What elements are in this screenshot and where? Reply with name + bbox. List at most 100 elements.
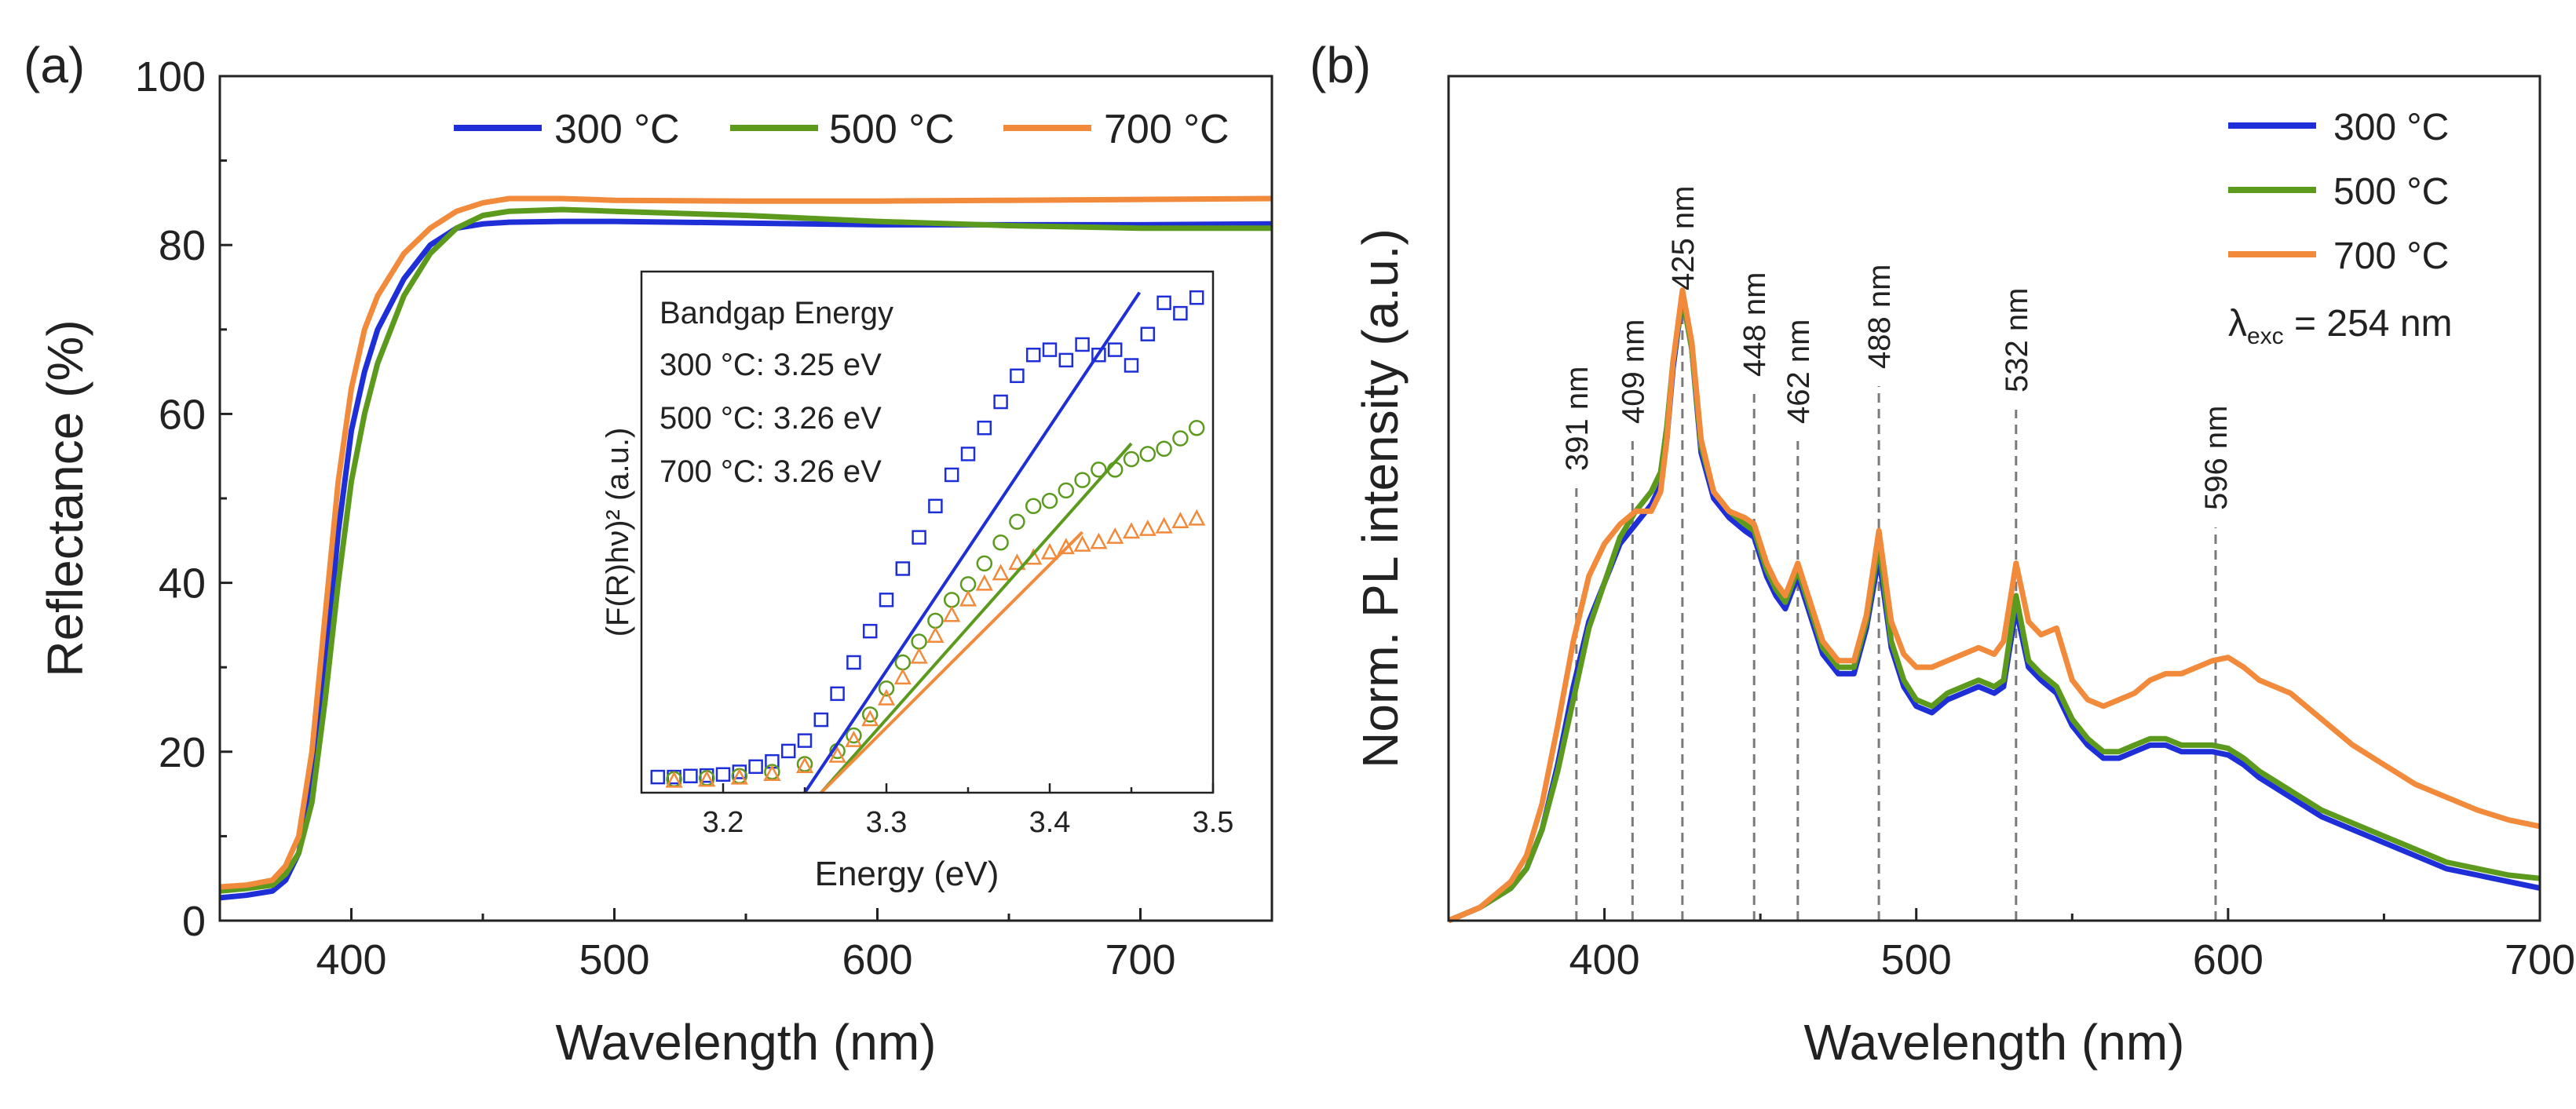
panel-a-xtick-label: 500 <box>579 936 649 983</box>
panel-b-line-500 <box>1447 294 2541 924</box>
panel-b-line-300 <box>1447 294 2541 924</box>
inset-point-300 <box>715 767 731 783</box>
panel-a-ytick-label: 80 <box>159 222 206 269</box>
panel-b-xtick-label: 400 <box>1569 936 1640 983</box>
inset-background <box>641 272 1213 793</box>
legend-b-label-300: 300 °C <box>2333 107 2449 148</box>
inset-point-500 <box>1091 461 1107 478</box>
inset-point-700 <box>1106 527 1124 544</box>
inset-point-300 <box>797 733 813 748</box>
inset-fit-700 <box>820 531 1084 794</box>
panel-b-line-700 <box>1447 287 2541 924</box>
inset-point-300 <box>1124 358 1139 373</box>
legend-a-label-500: 500 °C <box>829 107 955 152</box>
inset-point-700 <box>828 746 846 763</box>
panel-a-line-500 <box>219 206 1272 894</box>
panel-label-a: (a) <box>24 37 85 93</box>
panel-a-ytick-label: 20 <box>159 729 206 776</box>
inset-point-300 <box>1042 342 1058 357</box>
inset-point-700 <box>1073 534 1091 552</box>
inset-point-500 <box>1188 419 1205 436</box>
inset-point-700 <box>1155 516 1173 534</box>
inset-point-700 <box>1008 553 1026 571</box>
inset-point-500 <box>861 706 879 723</box>
panel-b-pl: 391 nm 409 nm 425 nm 448 nm 462 nm 488 nm 532 … <box>1352 75 2575 1071</box>
legend-a-label-700: 700 °C <box>1104 107 1230 152</box>
panel-b-xtick-label: 600 <box>2193 936 2264 983</box>
inset-xtick-label: 3.5 <box>1193 806 1234 839</box>
panel-a-xlabel: Wavelength (nm) <box>556 1014 937 1071</box>
inset-point-300 <box>1173 305 1188 321</box>
inset-point-300 <box>993 394 1008 410</box>
inset-point-500 <box>878 680 895 697</box>
panel-b-ylabel: Norm. PL intensity (a.u.) <box>1352 228 1409 768</box>
panel-a-xtick-label: 400 <box>316 936 386 983</box>
inset-xlabel: Energy (eV) <box>815 855 999 893</box>
inset-point-500 <box>1172 430 1189 447</box>
peak-label-391: 391 nm <box>1560 367 1595 471</box>
inset-point-500 <box>1041 492 1058 509</box>
inset-point-700 <box>992 564 1010 581</box>
legend-b-label-500: 500 °C <box>2333 171 2449 213</box>
inset-ticks: 3.2 3.3 3.4 3.5 <box>703 783 1234 839</box>
inset-ylabel: (F(R)hν)² (a.u.) <box>601 428 635 637</box>
inset-point-300 <box>944 467 959 483</box>
inset-point-700 <box>665 771 683 788</box>
inset-point-700 <box>893 668 912 685</box>
inset-point-700 <box>926 626 945 644</box>
panel-b-frame <box>1447 75 2541 922</box>
inset-point-300 <box>895 561 911 576</box>
inset-point-700 <box>845 730 863 747</box>
inset-point-700 <box>861 710 879 727</box>
inset-point-300 <box>1189 290 1204 305</box>
panel-b-xlabel: Wavelength (nm) <box>1804 1014 2185 1071</box>
inset-point-300 <box>928 498 943 514</box>
panel-a-ytick-label: 100 <box>135 53 206 100</box>
panel-a-reflectance: 400 500 600 700 0 20 40 60 80 100 Wavelength (nm)… <box>37 53 1273 1071</box>
inset-point-700 <box>1171 512 1189 528</box>
inset-point-700 <box>877 688 896 706</box>
peak-label-448: 448 nm <box>1737 272 1772 377</box>
panel-b-peak-guides: 391 nm 409 nm 425 nm 448 nm 462 nm 488 nm 532 … <box>1560 186 2234 921</box>
inset-point-300 <box>813 712 829 728</box>
inset-point-700 <box>959 589 977 607</box>
inset-point-500 <box>846 727 862 744</box>
peak-label-596: 596 nm <box>2199 406 2234 510</box>
panel-a-ytick-label: 0 <box>182 898 206 945</box>
panel-b-ticks: 400 500 600 700 <box>1447 908 2575 983</box>
panel-b-legend: 300 °C 500 °C 700 °C λexc = 254 nm <box>2228 107 2453 349</box>
inset-point-700 <box>910 647 928 664</box>
inset-point-300 <box>1091 347 1106 363</box>
excitation-lambda: λ <box>2228 303 2247 345</box>
panel-b-xtick-label: 500 <box>1881 936 1952 983</box>
inset-point-500 <box>992 534 1009 551</box>
peak-label-488: 488 nm <box>1862 264 1897 369</box>
inset-point-300 <box>748 759 763 775</box>
inset-point-700 <box>698 770 716 787</box>
inset-point-300 <box>780 743 796 759</box>
panel-a-curves <box>219 195 1273 901</box>
inset-point-300 <box>830 686 845 702</box>
inset-line-700: 700 °C: 3.26 eV <box>660 454 882 489</box>
inset-point-700 <box>763 764 781 782</box>
inset-point-300 <box>1075 337 1090 352</box>
inset-xtick-label: 3.3 <box>866 806 908 839</box>
panel-a-ytick-label: 40 <box>159 560 206 607</box>
panel-a-ticks: 400 500 600 700 0 20 40 60 80 100 <box>135 53 1273 983</box>
inset-point-700 <box>1122 522 1141 539</box>
inset-point-500 <box>1058 482 1075 499</box>
panel-a-line-700 <box>219 195 1273 890</box>
inset-point-300 <box>960 447 976 461</box>
panel-b-xtick-label: 700 <box>2505 936 2575 983</box>
inset-point-500 <box>1074 472 1091 488</box>
panel-a-ytick-label: 60 <box>159 391 206 438</box>
inset-point-300 <box>862 623 878 639</box>
panel-a-xtick-label: 600 <box>842 936 912 983</box>
excitation-label: λexc = 254 nm <box>2228 303 2453 349</box>
inset-point-700 <box>1138 520 1156 536</box>
inset-point-300 <box>683 768 698 784</box>
panel-a-legend: 300 °C 500 °C 700 °C <box>454 107 1230 152</box>
inset-fit-300 <box>803 291 1142 794</box>
peak-label-462: 462 nm <box>1781 319 1816 424</box>
